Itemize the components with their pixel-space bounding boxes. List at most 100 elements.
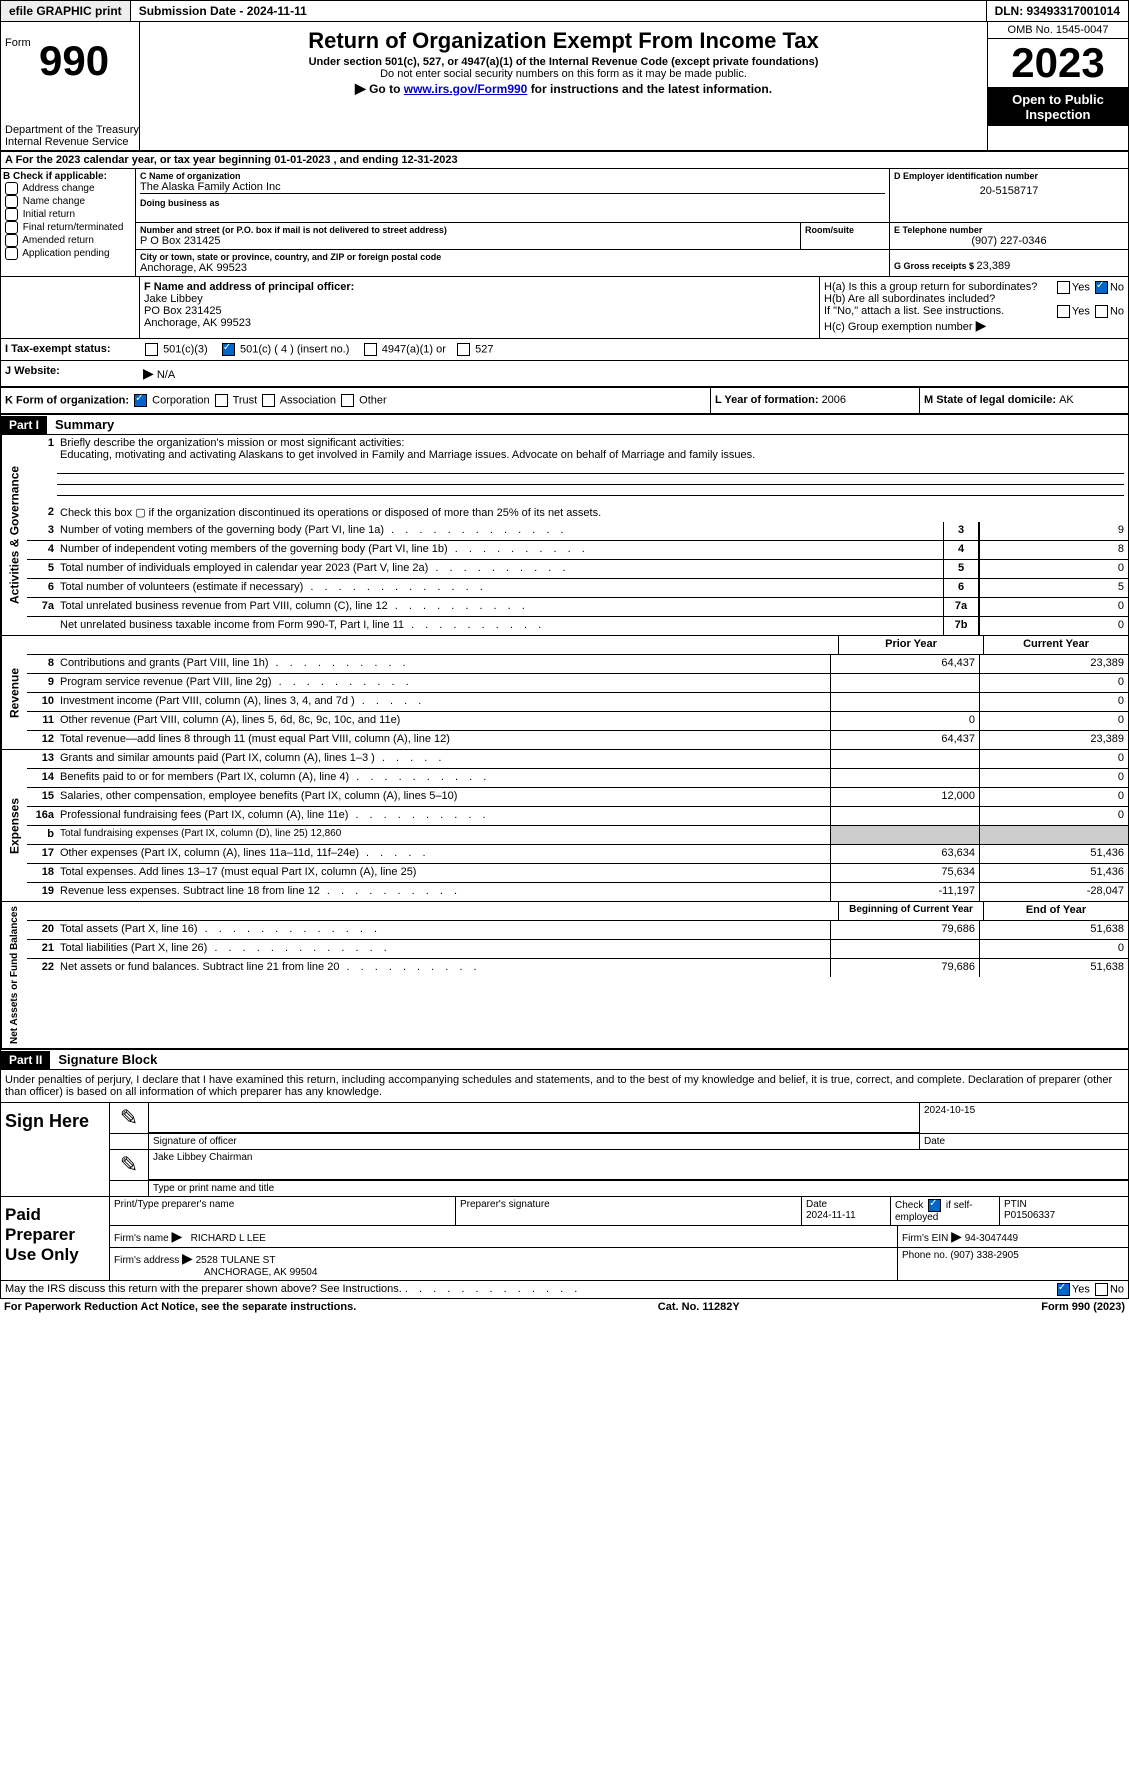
final-return-checkbox[interactable] — [5, 221, 18, 234]
line-a-tax-year: A For the 2023 calendar year, or tax yea… — [0, 152, 1129, 169]
row-j-website: J Website: ▶ N/A — [0, 361, 1129, 388]
phone-value: (907) 227-0346 — [894, 235, 1124, 247]
dln-number: DLN: 93493317001014 — [987, 1, 1128, 21]
date-label: Date — [920, 1134, 1128, 1149]
cat-number: Cat. No. 11282Y — [658, 1301, 740, 1313]
initial-return-checkbox[interactable] — [5, 208, 18, 221]
irs-link[interactable]: www.irs.gov/Form990 — [404, 82, 528, 96]
header-block: B Check if applicable: Address change Na… — [0, 169, 1129, 277]
declaration-text: Under penalties of perjury, I declare th… — [0, 1070, 1129, 1102]
officer-print-name: Jake Libbey Chairman — [149, 1150, 1128, 1180]
corp-checkbox[interactable] — [134, 394, 147, 407]
may-irs-row: May the IRS discuss this return with the… — [0, 1281, 1129, 1299]
may-yes-checkbox[interactable] — [1057, 1283, 1070, 1296]
row-i-label: I Tax-exempt status: — [1, 339, 139, 360]
no-social-note: Do not enter social security numbers on … — [144, 68, 983, 80]
officer-block: F Name and address of principal officer:… — [0, 277, 1129, 339]
hb-question: H(b) Are all subordinates included? — [824, 293, 995, 305]
room-label: Room/suite — [805, 225, 885, 235]
trust-checkbox[interactable] — [215, 394, 228, 407]
form-subtitle: Under section 501(c), 527, or 4947(a)(1)… — [144, 56, 983, 68]
gross-value: 23,389 — [977, 260, 1011, 272]
form-title: Return of Organization Exempt From Incom… — [144, 28, 983, 54]
form-label: Form — [5, 37, 31, 49]
col-b-title: B Check if applicable: — [3, 171, 133, 182]
efile-print-button[interactable]: efile GRAPHIC print — [1, 1, 131, 21]
officer-street: PO Box 231425 — [144, 305, 815, 317]
footer: For Paperwork Reduction Act Notice, see … — [0, 1299, 1129, 1315]
goto-suffix: for instructions and the latest informat… — [531, 82, 772, 96]
dba-label: Doing business as — [140, 198, 885, 208]
part-ii-bar: Part II Signature Block — [0, 1050, 1129, 1070]
activities-label: Activities & Governance — [1, 435, 27, 635]
line7b-value: 0 — [979, 617, 1128, 635]
form-header: Form 990 Department of the Treasury Inte… — [0, 22, 1129, 152]
street-value: P O Box 231425 — [140, 235, 796, 247]
revenue-label: Revenue — [1, 636, 27, 749]
ha-yes-checkbox[interactable] — [1057, 281, 1070, 294]
paid-preparer-label: Paid Preparer Use Only — [1, 1197, 110, 1280]
line7a-value: 0 — [979, 598, 1128, 616]
omb-number: OMB No. 1545-0047 — [988, 22, 1128, 39]
org-name: The Alaska Family Action Inc — [140, 181, 885, 193]
paperwork-notice: For Paperwork Reduction Act Notice, see … — [4, 1301, 356, 1313]
gross-label: G Gross receipts $ — [894, 261, 977, 271]
amended-return-checkbox[interactable] — [5, 234, 18, 247]
expenses-label: Expenses — [1, 750, 27, 901]
line1-label: Briefly describe the organization's miss… — [60, 437, 404, 449]
department-label: Department of the Treasury Internal Reve… — [5, 124, 139, 148]
line2-text: Check this box ▢ if the organization dis… — [56, 504, 1128, 522]
m-label: M State of legal domicile: — [924, 394, 1059, 406]
sign-here-label: Sign Here — [1, 1103, 110, 1196]
may-no-checkbox[interactable] — [1095, 1283, 1108, 1296]
4947-checkbox[interactable] — [364, 343, 377, 356]
m-value: AK — [1059, 394, 1074, 406]
paid-preparer-block: Paid Preparer Use Only Print/Type prepar… — [0, 1197, 1129, 1281]
prior-year-header: Prior Year — [838, 636, 983, 654]
city-value: Anchorage, AK 99523 — [140, 262, 885, 274]
501c3-checkbox[interactable] — [145, 343, 158, 356]
column-b-checkboxes: B Check if applicable: Address change Na… — [1, 169, 136, 276]
ha-no-checkbox[interactable] — [1095, 281, 1108, 294]
type-print-label: Type or print name and title — [149, 1181, 1128, 1196]
other-checkbox[interactable] — [341, 394, 354, 407]
part-i-header: Part I — [1, 416, 47, 434]
sign-here-block: Sign Here ✎ 2024-10-15 Signature of offi… — [0, 1102, 1129, 1197]
self-employed-checkbox[interactable] — [928, 1199, 941, 1212]
form-footer-label: Form 990 (2023) — [1041, 1301, 1125, 1313]
part-ii-title: Signature Block — [50, 1050, 165, 1069]
ein-value: 20-5158717 — [894, 181, 1124, 201]
line5-value: 0 — [979, 560, 1128, 578]
line3-value: 9 — [979, 522, 1128, 540]
hb-yes-checkbox[interactable] — [1057, 305, 1070, 318]
hb-no-checkbox[interactable] — [1095, 305, 1108, 318]
expenses-section: Expenses 13 Grants and similar amounts p… — [0, 750, 1129, 902]
officer-label: F Name and address of principal officer: — [144, 281, 815, 293]
website-value: N/A — [157, 369, 175, 381]
name-change-checkbox[interactable] — [5, 195, 18, 208]
arrow-icon: ▶ — [355, 80, 366, 96]
row-j-label: J Website: — [1, 361, 139, 386]
line6-value: 5 — [979, 579, 1128, 597]
officer-name: Jake Libbey — [144, 293, 815, 305]
net-assets-label: Net Assets or Fund Balances — [1, 902, 27, 1048]
row-i-tax-status: I Tax-exempt status: 501(c)(3) 501(c) ( … — [0, 339, 1129, 361]
officer-city: Anchorage, AK 99523 — [144, 317, 815, 329]
open-public-badge: Open to Public Inspection — [988, 88, 1128, 126]
app-pending-checkbox[interactable] — [5, 247, 18, 260]
activities-governance-section: Activities & Governance 1 Briefly descri… — [0, 435, 1129, 636]
begin-year-header: Beginning of Current Year — [838, 902, 983, 920]
501c-checkbox[interactable] — [222, 343, 235, 356]
assoc-checkbox[interactable] — [262, 394, 275, 407]
street-label: Number and street (or P.O. box if mail i… — [140, 225, 796, 235]
part-i-bar: Part I Summary — [0, 415, 1129, 435]
address-change-checkbox[interactable] — [5, 182, 18, 195]
tax-year: 2023 — [988, 39, 1128, 88]
ha-question: H(a) Is this a group return for subordin… — [824, 281, 1037, 293]
net-assets-section: Net Assets or Fund Balances Beginning of… — [0, 902, 1129, 1050]
line4-value: 8 — [979, 541, 1128, 559]
top-bar: efile GRAPHIC print Submission Date - 20… — [0, 0, 1129, 22]
form-number: 990 — [39, 37, 109, 85]
527-checkbox[interactable] — [457, 343, 470, 356]
ein-label: D Employer identification number — [894, 171, 1124, 181]
